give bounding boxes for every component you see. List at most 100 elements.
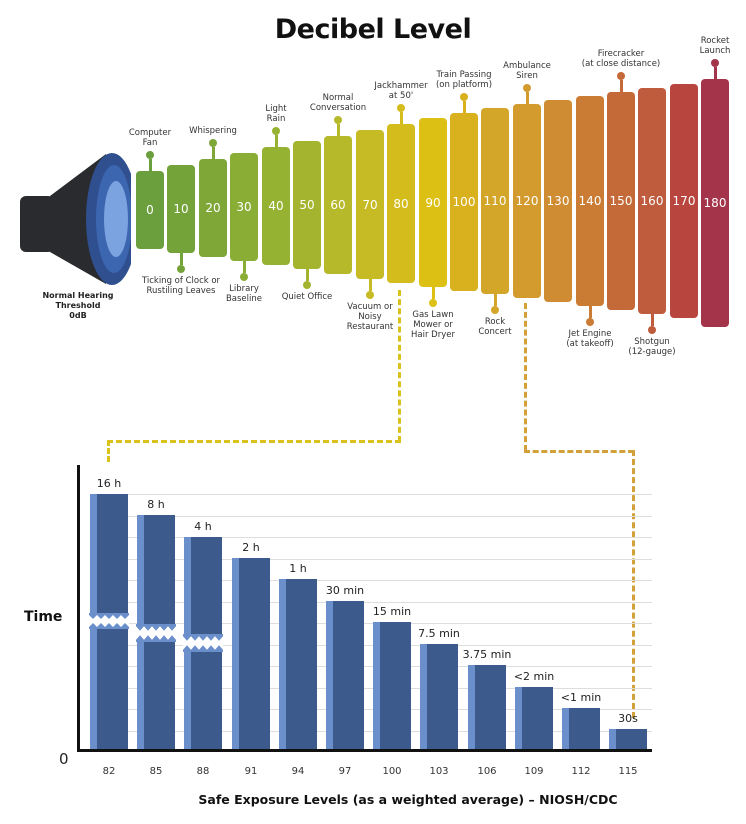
source-dot-icon	[586, 318, 594, 326]
db-bar-140: 140	[576, 96, 604, 306]
source-dot-icon	[460, 93, 468, 101]
exposure-bar-97	[326, 601, 364, 749]
source-stem	[462, 101, 466, 113]
source-stem	[619, 80, 623, 92]
db-bar-90: 90	[419, 118, 447, 287]
sound-source-line: Siren	[516, 71, 538, 81]
sound-source-label: Library Baseline	[184, 284, 304, 304]
db-value: 140	[578, 194, 602, 208]
y-origin-label: 0	[59, 750, 69, 768]
db-bar-60: 60	[324, 136, 352, 274]
sound-source-line: Baseline	[225, 294, 263, 304]
page-title: Decibel Level	[274, 14, 472, 45]
exposure-bar-100	[373, 622, 411, 749]
source-dot-icon	[240, 273, 248, 281]
source-stem	[368, 279, 372, 291]
sound-source-line: Gas Lawn	[412, 310, 454, 320]
axis-break-icon	[136, 624, 176, 642]
bar-value-label: 4 h	[194, 520, 212, 533]
threshold-line: Normal Hearing	[42, 291, 114, 300]
sound-source-line: Jackhammer	[374, 81, 428, 91]
bar-value-label: <1 min	[560, 691, 602, 704]
y-axis	[77, 465, 80, 752]
x-tick-label: 103	[429, 766, 449, 777]
sound-source-line: (at takeoff)	[566, 339, 614, 349]
db-bar-120: 120	[513, 104, 541, 298]
db-bar-40: 40	[262, 147, 290, 265]
x-tick-label: 115	[618, 766, 638, 777]
source-dot-icon	[429, 299, 437, 307]
db-bar-150: 150	[607, 92, 635, 310]
gridline	[90, 688, 652, 689]
sound-source-label: Firecracker (at close distance)	[561, 49, 681, 69]
sound-source-line: Rocket	[700, 36, 730, 46]
bar-highlight	[279, 579, 286, 749]
sound-source-line: Shotgun	[634, 337, 670, 347]
db-bar-160: 160	[638, 88, 666, 314]
speaker-icon	[20, 153, 131, 285]
exposure-bar-94	[279, 579, 317, 749]
db-value: 0	[146, 203, 154, 217]
source-stem	[179, 253, 183, 265]
db-bar-80: 80	[387, 124, 415, 283]
bar-highlight	[420, 644, 427, 749]
source-stem	[431, 287, 435, 299]
sound-source-line: at 50'	[388, 91, 414, 101]
sound-source-line: Rustiling Leaves	[146, 286, 216, 296]
gridline	[90, 537, 652, 538]
bar-highlight	[232, 558, 239, 749]
x-tick-label: 112	[571, 766, 591, 777]
axis-break-icon	[183, 634, 223, 652]
db-bar-110: 110	[481, 108, 509, 294]
threshold-line: Threshold	[55, 301, 101, 310]
db-bar-170: 170	[670, 84, 698, 318]
db-value: 150	[609, 194, 633, 208]
sound-source-line: Jet Engine	[568, 329, 612, 339]
sound-source-label: Ambulance Siren	[467, 61, 587, 81]
sound-source-line: Noisy	[358, 312, 382, 322]
exposure-bar-103	[420, 644, 458, 749]
db-value: 120	[515, 194, 539, 208]
gridline	[90, 731, 652, 732]
exposure-bar-115	[609, 729, 647, 749]
sound-source-line: Hair Dryer	[411, 330, 455, 340]
exposure-bar-106	[468, 665, 506, 749]
threshold-label: Normal Hearing Threshold 0dB	[28, 291, 128, 321]
bar-value-label: 8 h	[147, 498, 165, 511]
db-value: 30	[236, 200, 252, 214]
sound-source-label: Computer Fan	[90, 128, 210, 148]
db-value: 100	[452, 195, 476, 209]
sound-source-line: (on platform)	[435, 80, 493, 90]
source-stem	[274, 135, 278, 147]
y-axis-title: Time	[24, 609, 63, 625]
source-dot-icon	[177, 265, 185, 273]
source-stem	[493, 294, 497, 306]
db-value: 130	[546, 194, 570, 208]
sound-source-label: Jet Engine (at takeoff)	[530, 329, 650, 349]
sound-source-line: Concert	[478, 327, 512, 337]
sound-source-line: Library	[229, 284, 259, 294]
sound-source-label: Shotgun (12-gauge)	[592, 337, 712, 357]
threshold-line: 0dB	[69, 311, 87, 320]
source-stem	[336, 124, 340, 136]
sound-source-label: Jackhammer at 50'	[341, 81, 461, 101]
bar-value-label: 30s	[618, 712, 638, 725]
sound-source-line: Whispering	[189, 126, 237, 136]
source-stem	[399, 112, 403, 124]
sound-source-label: Rock Concert	[435, 317, 555, 337]
bar-value-label: 15 min	[372, 605, 412, 618]
db-bar-180: 180	[701, 79, 729, 327]
sound-source-label: Normal Conversation	[278, 93, 398, 113]
source-dot-icon	[272, 127, 280, 135]
source-stem	[588, 306, 592, 318]
gridline	[90, 516, 652, 517]
bar-value-label: 30 min	[325, 584, 365, 597]
db-value: 70	[362, 197, 378, 212]
bar-value-label: 16 h	[96, 477, 122, 490]
x-tick-label: 82	[102, 766, 116, 777]
bar-value-label: 2 h	[242, 541, 260, 554]
db-value: 50	[299, 198, 315, 212]
x-axis-title: Safe Exposure Levels (as a weighted aver…	[198, 792, 618, 807]
db-bar-10: 10	[167, 165, 195, 253]
db-value: 90	[425, 195, 441, 210]
